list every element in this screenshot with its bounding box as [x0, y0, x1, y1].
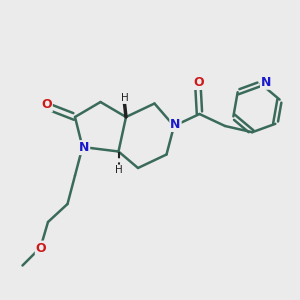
Text: O: O [193, 76, 204, 89]
Text: H: H [121, 93, 128, 103]
Text: N: N [170, 118, 181, 131]
Text: H: H [115, 165, 122, 176]
Text: O: O [41, 98, 52, 112]
Text: O: O [36, 242, 46, 255]
Text: N: N [261, 76, 272, 89]
Text: N: N [79, 141, 89, 154]
